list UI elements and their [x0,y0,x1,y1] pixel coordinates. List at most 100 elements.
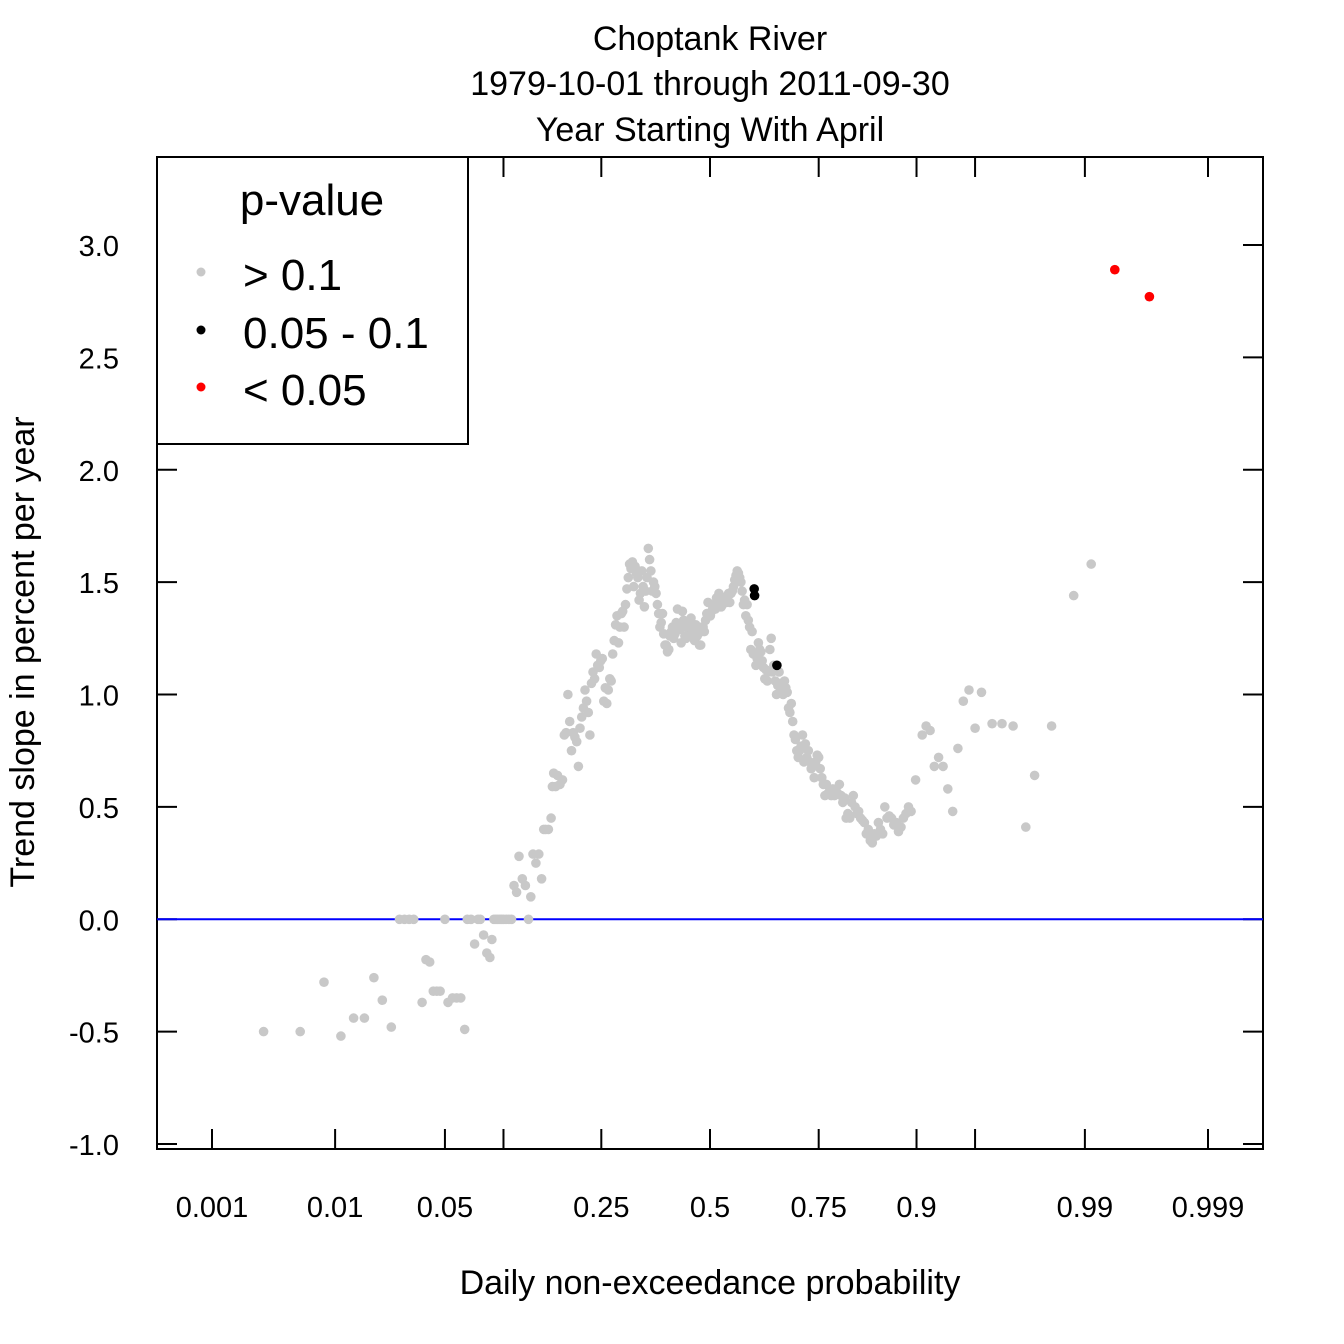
data-point [785,707,795,718]
data-point [997,718,1007,729]
data-point [583,707,594,718]
data-point [815,763,825,774]
legend-label-lt-0-05: < 0.05 [243,366,367,415]
y-tick-label: -0.5 [69,1018,119,1050]
data-point [917,730,927,740]
data-point [459,1024,470,1035]
data-point [877,829,888,839]
data-point [546,813,556,823]
title-line-3: Year Starting With April [536,111,884,149]
data-point [1046,721,1057,731]
data-point [790,734,801,745]
data-point [747,626,757,637]
y-tick-label: -1.0 [69,1130,119,1162]
legend-marker-gt-0-1 [196,267,206,277]
data-point [386,1022,397,1032]
data-point [797,730,808,740]
data-point [699,626,710,637]
data-point [910,775,921,785]
data-point [766,633,776,644]
data-point [1029,770,1040,781]
y-tick-label: 2.0 [79,456,119,488]
data-point [925,725,935,736]
data-point [466,914,476,925]
data-point [834,779,845,790]
data-point [765,644,775,655]
data-point [456,993,466,1003]
data-point [514,851,524,862]
data-point [435,986,445,996]
data-point [597,653,608,664]
data-points [258,264,1155,1041]
data-point [725,597,735,608]
data-point [336,1031,346,1041]
legend-label-gt-0-1: > 0.1 [243,251,342,300]
data-point [606,676,616,686]
title-line-2: 1979-10-01 through 2011-09-30 [470,65,950,103]
x-tick-label: 0.75 [790,1192,846,1224]
data-point [348,1013,359,1023]
x-axis-label: Daily non-exceedance probability [460,1264,961,1302]
data-point [561,727,571,738]
data-point [1068,590,1079,601]
data-point [782,687,792,698]
data-point [756,647,766,657]
data-point [523,914,534,925]
legend-label-0-05-0-1: 0.05 - 0.1 [243,309,429,358]
data-point [619,622,629,632]
data-point [580,685,590,695]
data-point [478,930,489,940]
data-point [258,1026,269,1037]
y-tick-label: 3.0 [79,231,119,263]
data-point [803,745,814,756]
x-tick-label: 0.9 [896,1192,936,1224]
x-tick-label: 0.05 [417,1192,473,1224]
x-tick-label: 0.25 [573,1192,629,1224]
data-point [651,588,661,599]
data-point [880,802,890,812]
data-point [377,995,388,1005]
data-point [571,736,582,747]
data-point [964,685,974,695]
data-point [976,687,987,698]
x-tick-label: 0.999 [1172,1192,1245,1224]
data-point [742,599,752,610]
data-point [664,644,674,655]
data-point [1008,721,1018,731]
legend: p-value > 0.1 0.05 - 0.1 < 0.05 [156,156,469,445]
x-axis: 0.001 0.01 0.05 0.25 0.5 0.75 0.9 0.99 0.999 [176,157,1245,1224]
data-point [958,696,969,706]
data-point [613,638,624,648]
data-point [487,934,497,945]
data-point [639,602,650,612]
data-point [295,1026,306,1037]
data-point [520,880,531,891]
data-point [787,716,798,727]
data-point [844,813,855,823]
data-point [677,606,688,617]
data-point [589,674,600,684]
y-tick-label: 1.0 [79,681,119,713]
data-point [929,761,940,772]
data-point [564,716,575,727]
data-point [359,1013,370,1023]
data-point [675,624,685,635]
data-point [1110,264,1120,275]
data-point [531,858,541,868]
data-point [737,586,747,596]
data-point [440,914,450,925]
data-point [623,572,634,583]
data-point [943,784,953,794]
legend-box [156,156,469,445]
data-point [475,914,486,925]
data-point [1086,559,1096,569]
data-point [657,608,668,619]
x-tick-label: 0.5 [690,1192,730,1224]
data-point [319,977,329,987]
data-point [1144,291,1155,302]
data-point [408,914,419,925]
y-axis-label: Trend slope in percent per year [4,416,42,887]
data-point [557,775,568,785]
data-point [643,543,654,554]
